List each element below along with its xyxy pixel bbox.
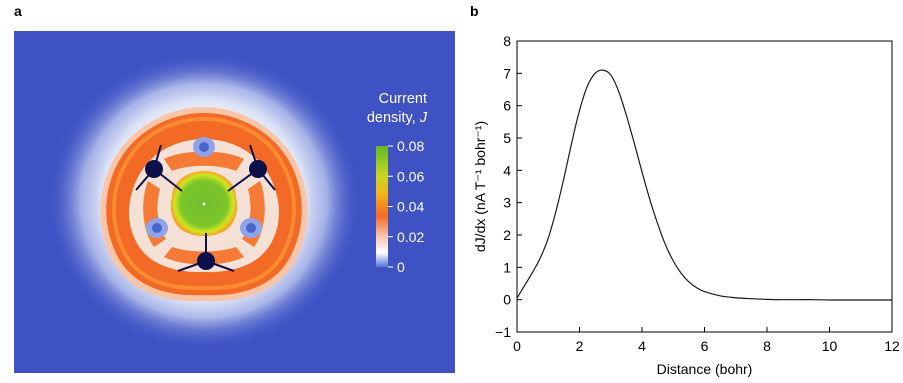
colorbar-tick-label: 0.06 — [397, 168, 424, 184]
center-point — [202, 202, 206, 206]
colorbar-tick-label: 0.04 — [397, 199, 424, 215]
x-tick-label: 0 — [513, 338, 521, 354]
series-line — [516, 69, 892, 301]
x-tick-label: 4 — [638, 338, 646, 354]
x-tick-label: 2 — [576, 338, 584, 354]
x-tick-label: 10 — [822, 338, 838, 354]
current-density-map: Current density, J 0.08 0.06 0.04 0.02 0 — [14, 31, 455, 373]
x-axis-ticks: 0 2 4 6 8 10 12 — [513, 327, 900, 354]
y-tick-label: 8 — [503, 33, 511, 49]
inner-arc-top — [164, 151, 244, 171]
y-tick-label: 2 — [503, 227, 511, 243]
y-tick-label: 4 — [503, 162, 511, 178]
x-tick-label: 6 — [701, 338, 709, 354]
outer-ring-highlight — [112, 116, 296, 291]
atom — [249, 160, 267, 178]
line-chart-panel: 0 2 4 6 8 10 12 −1 0 1 2 3 4 5 6 7 8 Distance (bohr) dJ… — [470, 30, 903, 378]
y-tick-label: 7 — [503, 65, 511, 81]
current-density-svg: Current density, J 0.08 0.06 0.04 0.02 0 — [14, 31, 455, 373]
atom — [197, 252, 215, 270]
x-tick-label: 12 — [884, 338, 900, 354]
colorbar-tick-label: 0.08 — [397, 138, 424, 154]
colorbar-title-line1: Current — [379, 91, 427, 107]
atom — [145, 160, 163, 178]
x-tick-label: 8 — [763, 338, 771, 354]
vortex-core — [199, 142, 209, 152]
y-axis-ticks: −1 0 1 2 3 4 5 6 7 8 — [495, 33, 522, 340]
y-axis-label: dJ/dx (nA T⁻¹ bohr⁻¹) — [472, 121, 488, 252]
colorbar-tick-label: 0.02 — [397, 229, 424, 245]
panel-a-label: a — [14, 3, 22, 19]
vortex-core — [152, 223, 162, 233]
colorbar-ticks: 0.08 0.06 0.04 0.02 0 — [388, 138, 424, 275]
y-tick-label: 1 — [503, 259, 511, 275]
colorbar — [376, 146, 388, 267]
y-tick-label: 0 — [503, 292, 511, 308]
y-tick-label: 5 — [503, 130, 511, 146]
x-axis-label: Distance (bohr) — [657, 361, 753, 377]
y-tick-label: 3 — [503, 195, 511, 211]
colorbar-title-text: density, — [367, 110, 420, 126]
y-tick-label: 6 — [503, 98, 511, 114]
y-tick-label: −1 — [495, 324, 511, 340]
vortex-core — [246, 223, 256, 233]
colorbar-title-line2: density, J — [367, 110, 428, 126]
panel-b-label: b — [470, 3, 479, 19]
plot-frame — [516, 40, 893, 333]
colorbar-title-symbol: J — [419, 110, 428, 126]
colorbar-tick-label: 0 — [397, 259, 405, 275]
